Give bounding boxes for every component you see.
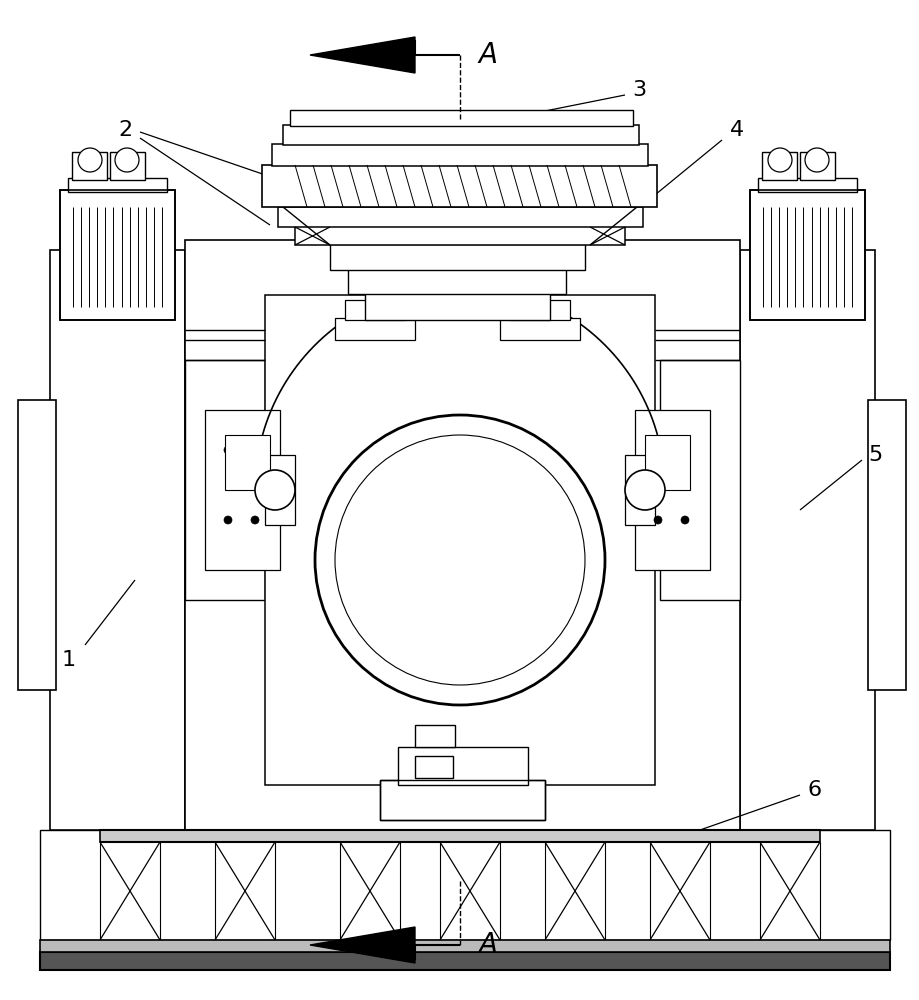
Bar: [278, 207, 642, 227]
Bar: [72, 152, 107, 180]
Circle shape: [255, 470, 295, 510]
Text: A: A: [478, 931, 496, 959]
Bar: [345, 300, 404, 320]
Bar: [867, 400, 905, 690]
Bar: [330, 244, 584, 270]
Bar: [60, 190, 175, 320]
Bar: [800, 152, 834, 180]
Bar: [398, 747, 528, 785]
Bar: [347, 268, 565, 294]
Bar: [185, 360, 265, 600]
Circle shape: [115, 148, 139, 172]
Circle shape: [804, 148, 828, 172]
Bar: [380, 780, 544, 820]
Bar: [185, 240, 739, 830]
Bar: [18, 400, 56, 690]
Bar: [272, 144, 647, 166]
Bar: [509, 300, 570, 320]
Bar: [100, 830, 819, 842]
Bar: [739, 250, 874, 830]
Bar: [644, 435, 689, 490]
Bar: [365, 292, 550, 320]
Bar: [761, 152, 796, 180]
Bar: [68, 178, 167, 192]
Circle shape: [314, 415, 605, 705]
Text: 3: 3: [631, 80, 645, 100]
Bar: [265, 455, 295, 525]
Bar: [499, 318, 579, 340]
Circle shape: [767, 148, 791, 172]
Bar: [225, 435, 269, 490]
Bar: [749, 190, 864, 320]
Bar: [265, 295, 654, 785]
Circle shape: [251, 446, 259, 454]
Circle shape: [680, 446, 688, 454]
Circle shape: [624, 470, 664, 510]
Bar: [380, 780, 544, 820]
Bar: [205, 410, 279, 570]
Bar: [414, 725, 455, 747]
Text: A: A: [478, 41, 496, 69]
Bar: [335, 318, 414, 340]
Circle shape: [653, 516, 662, 524]
Bar: [757, 178, 857, 192]
Bar: [624, 455, 654, 525]
Text: 6: 6: [807, 780, 822, 800]
Text: 4: 4: [729, 120, 743, 140]
Circle shape: [251, 516, 259, 524]
Text: 5: 5: [867, 445, 881, 465]
Text: 1: 1: [62, 650, 76, 670]
Polygon shape: [310, 37, 414, 73]
Bar: [50, 250, 185, 830]
Bar: [110, 152, 145, 180]
Circle shape: [653, 446, 662, 454]
Bar: [283, 125, 639, 145]
Bar: [414, 756, 452, 778]
Bar: [40, 952, 889, 970]
Circle shape: [680, 516, 688, 524]
Polygon shape: [310, 927, 414, 963]
Bar: [40, 940, 889, 952]
Circle shape: [223, 516, 232, 524]
Bar: [634, 410, 709, 570]
Bar: [40, 830, 889, 940]
Bar: [262, 165, 656, 207]
Bar: [295, 225, 624, 245]
Circle shape: [223, 446, 232, 454]
Bar: [659, 360, 739, 600]
Text: 2: 2: [118, 120, 132, 140]
Bar: [60, 190, 175, 320]
Circle shape: [78, 148, 102, 172]
Bar: [289, 110, 632, 126]
Bar: [749, 190, 864, 320]
